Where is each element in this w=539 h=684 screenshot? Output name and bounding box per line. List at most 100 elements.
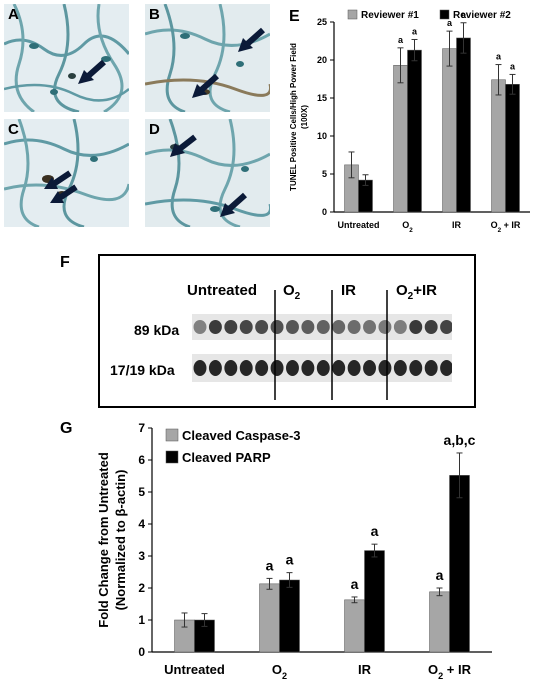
bar [407, 49, 422, 213]
legend-label: Cleaved Caspase-3 [182, 428, 301, 443]
blot-band [301, 360, 315, 376]
significance-label: a [461, 10, 467, 20]
y-tick-label: 5 [322, 169, 327, 179]
blot-band [255, 360, 269, 376]
chart-g: 0 1 2 3 4 5 6 7 Fold Change from Untreated (Norma… [96, 421, 492, 680]
blot-band [409, 360, 423, 376]
micrograph-b: B [145, 4, 270, 112]
blot-band [440, 360, 452, 376]
y-tick-label: 10 [317, 131, 327, 141]
blot-band [440, 320, 452, 334]
micrograph-b-image [145, 4, 270, 112]
blot-band [332, 360, 346, 376]
blot-band [332, 320, 346, 334]
significance-label: a [496, 52, 502, 62]
blot-band [316, 320, 330, 334]
y-tick-label: 6 [138, 453, 145, 467]
blot-band [270, 320, 284, 334]
blot-band [193, 320, 207, 334]
blot-band [208, 320, 222, 334]
blot-band [363, 360, 377, 376]
blot-band [316, 360, 330, 376]
micrograph-tag: B [149, 6, 160, 23]
bar [279, 579, 300, 653]
y-tick-label: 4 [138, 517, 145, 531]
bar [429, 591, 450, 653]
x-tick-label: O2 [272, 662, 287, 680]
bar [505, 84, 520, 213]
micrograph-a: A [4, 4, 129, 112]
significance-label: a [351, 576, 359, 592]
western-blot: Untreated O2 IR O2+IR 89 kDa 17/19 kDa [98, 254, 476, 408]
lane-label-untreated: Untreated [187, 282, 258, 299]
panel-letter-g: G [60, 420, 73, 437]
blot-band [224, 320, 238, 334]
y-tick-label: 15 [317, 93, 327, 103]
blot-band [393, 320, 407, 334]
y-tick-label: 0 [138, 645, 145, 659]
y-tick-label: 3 [138, 549, 145, 563]
blot-band [193, 360, 207, 376]
blot-band [347, 320, 361, 334]
micrograph-a-image [4, 4, 129, 112]
micrograph-tag: D [149, 121, 160, 138]
y-tick-label: 1 [138, 613, 145, 627]
micrograph-d-image [145, 119, 270, 227]
blot-band [378, 320, 392, 334]
micrograph-c-image [4, 119, 129, 227]
blot-band [363, 320, 377, 334]
lane-label-o2-ir: O2+IR [396, 282, 437, 302]
blot-band [424, 320, 438, 334]
lane-label-o2: O2 [283, 282, 301, 302]
chart-e: 0 5 10 15 20 25 TUNEL Positive Cells/High Powe… [289, 9, 530, 234]
bar [442, 48, 457, 213]
legend-label: Reviewer #1 [361, 10, 419, 21]
legend-swatch [347, 9, 358, 20]
blot-band [393, 360, 407, 376]
x-tick-label: O2 [402, 220, 413, 234]
significance-label: a [266, 557, 274, 573]
x-tick-label: IR [452, 220, 462, 230]
blot-band [424, 360, 438, 376]
legend-swatch [165, 450, 179, 464]
micrograph-d: D [145, 119, 270, 227]
y-tick-label: 0 [322, 207, 327, 217]
significance-label: a [286, 552, 294, 568]
bar [449, 475, 470, 653]
blot-band [347, 360, 361, 376]
y-axis-label: (100X) [300, 105, 309, 129]
legend-label: Cleaved PARP [182, 450, 271, 465]
significance-label: a [510, 61, 516, 71]
x-tick-label: O2 + IR [428, 662, 472, 680]
micrograph-c: C [4, 119, 129, 227]
bar [364, 550, 385, 653]
micrograph-tag: C [8, 121, 19, 138]
significance-label: a [447, 18, 453, 28]
y-tick-label: 2 [138, 581, 145, 595]
x-tick-label: IR [358, 662, 372, 677]
panel-letter-f: F [60, 254, 70, 271]
blot-band [239, 320, 253, 334]
bar [259, 583, 280, 653]
blot-band [285, 320, 299, 334]
band-label-89kda: 89 kDa [134, 322, 180, 338]
legend-swatch [439, 9, 450, 20]
micrograph-tag: A [8, 6, 19, 23]
blot-band [224, 360, 238, 376]
significance-label: a,b,c [444, 432, 476, 448]
legend-swatch [165, 428, 179, 442]
blot-band [208, 360, 222, 376]
legend-label: Reviewer #2 [453, 10, 511, 21]
lane-label-ir: IR [341, 282, 356, 299]
blot-band [255, 320, 269, 334]
significance-label: a [412, 26, 418, 36]
significance-label: a [371, 523, 379, 539]
y-axis-label: Fold Change from Untreated [96, 452, 111, 628]
panel-letter-e: E [289, 8, 300, 25]
x-tick-label: Untreated [164, 662, 225, 677]
x-tick-label: O2 + IR [491, 220, 521, 234]
blot-image [192, 290, 452, 400]
blot-band [270, 360, 284, 376]
blot-band [301, 320, 315, 334]
bar [344, 599, 365, 653]
